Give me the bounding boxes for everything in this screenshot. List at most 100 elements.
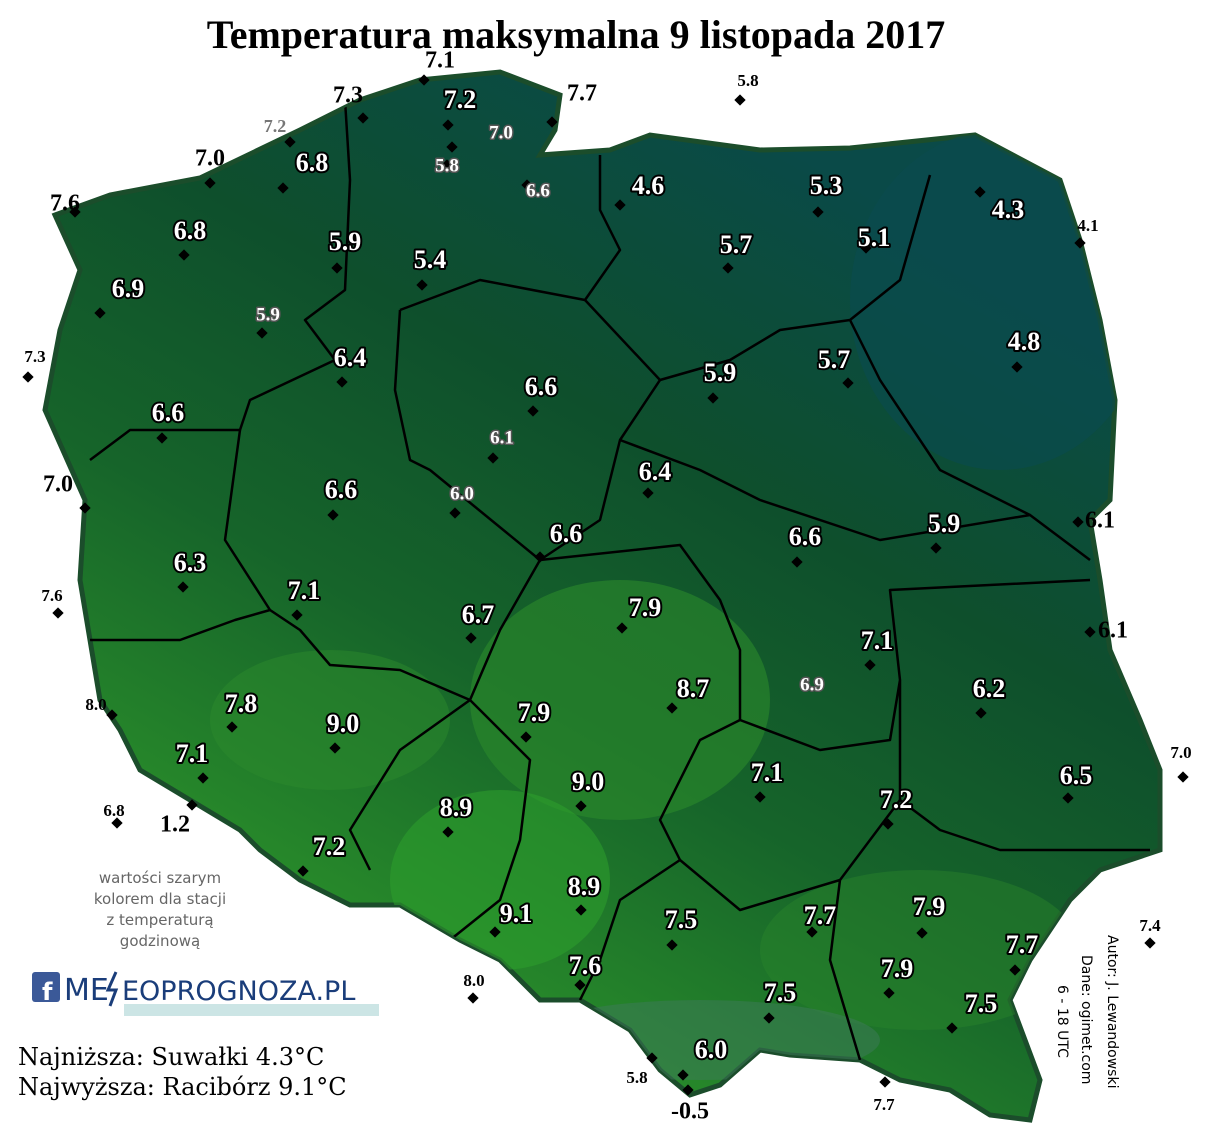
- credit: Autor: J. Lewandowski: [1104, 935, 1120, 1088]
- station-value: 7.9: [913, 892, 946, 921]
- station-marker: [534, 551, 546, 563]
- station-value: 7.8: [225, 689, 258, 718]
- credit: 6 - 18 UTC: [1054, 985, 1070, 1058]
- note-line: kolorem dla stacji: [94, 890, 226, 908]
- station-marker: [1011, 361, 1023, 373]
- station-marker: [1074, 237, 1086, 249]
- station-marker: [186, 799, 198, 811]
- station-marker: [842, 377, 854, 389]
- logo-text: EOPROGNOZA.PL: [122, 976, 355, 1007]
- station-marker: [754, 791, 766, 803]
- station-value: 6.5: [1060, 761, 1093, 790]
- note-line: godzinową: [120, 932, 200, 950]
- station-marker: [763, 1012, 775, 1024]
- station-value: 7.2: [880, 785, 913, 814]
- station-value: 8.0: [85, 695, 106, 714]
- station-marker: [864, 659, 876, 671]
- station-value: 5.9: [329, 227, 362, 256]
- station-value: 6.6: [325, 475, 358, 504]
- station-marker: [1144, 937, 1156, 949]
- station-marker: [646, 1052, 658, 1064]
- station-marker: [449, 507, 461, 519]
- station-value: 6.0: [450, 483, 474, 504]
- station-marker: [791, 556, 803, 568]
- station-value: 7.2: [313, 832, 346, 861]
- station-marker: [226, 721, 238, 733]
- station-marker: [1009, 964, 1021, 976]
- station-marker: [329, 742, 341, 754]
- station-marker: [614, 199, 626, 211]
- station-value: 4.6: [632, 171, 665, 200]
- station-value: 4.8: [1008, 327, 1041, 356]
- station-value: 7.1: [751, 758, 784, 787]
- station-value: -0.5: [671, 1099, 709, 1125]
- station-value: 7.4: [1139, 916, 1161, 935]
- station-value: 5.1: [858, 223, 891, 252]
- station-marker: [520, 731, 532, 743]
- station-value: 6.6: [526, 180, 550, 201]
- station-marker: [178, 249, 190, 261]
- station-marker: [297, 865, 309, 877]
- station-value: 7.6: [50, 191, 80, 217]
- station-marker: [616, 622, 628, 634]
- station-marker: [527, 405, 539, 417]
- station-marker: [197, 772, 209, 784]
- station-marker: [489, 926, 501, 938]
- station-marker: [734, 94, 746, 106]
- station-value: 7.9: [518, 698, 551, 727]
- summary-line: Najwyższa: Racibórz 9.1°C: [18, 1073, 347, 1101]
- credit: Dane: ogimet.com: [1078, 955, 1094, 1084]
- station-value: 7.7: [567, 81, 597, 107]
- station-marker: [722, 262, 734, 274]
- svg-text:f: f: [42, 978, 53, 1006]
- map-title: Temperatura maksymalna 9 listopada 2017: [207, 12, 946, 57]
- station-value: 6.3: [174, 548, 207, 577]
- station-value: 7.0: [489, 122, 513, 143]
- station-value: 7.0: [195, 146, 225, 172]
- station-marker: [975, 707, 987, 719]
- station-value: 5.3: [810, 171, 843, 200]
- station-value: 7.7: [804, 901, 837, 930]
- station-value: 5.8: [737, 71, 758, 90]
- stations: 7.1 7.3 7.2 7.7 5.8 7.2 7.0 5.8 6.8 7.0 6.6 4.6 5.3 4…: [22, 48, 1192, 1125]
- station-value: 7.0: [1170, 743, 1191, 762]
- station-value: 6.6: [152, 398, 185, 427]
- station-marker: [666, 702, 678, 714]
- station-value: 6.4: [334, 343, 367, 372]
- station-value: 6.6: [550, 519, 583, 548]
- station-value: 7.6: [569, 951, 602, 980]
- station-value: 4.1: [1077, 216, 1098, 235]
- station-value: 6.1: [1098, 618, 1128, 644]
- station-value: 6.4: [639, 457, 672, 486]
- station-value: 6.7: [462, 600, 495, 629]
- station-marker: [860, 242, 872, 254]
- station-value: 7.3: [24, 347, 45, 366]
- station-value: 6.8: [103, 801, 124, 820]
- station-marker: [442, 826, 454, 838]
- station-value: 7.3: [333, 83, 363, 109]
- station-marker: [204, 177, 216, 189]
- station-value: 7.7: [1006, 930, 1039, 959]
- station-value: 7.9: [629, 593, 662, 622]
- station-marker: [930, 542, 942, 554]
- station-marker: [882, 818, 894, 830]
- station-marker: [883, 987, 895, 999]
- station-value: 6.8: [174, 216, 207, 245]
- station-value: 5.7: [818, 345, 851, 374]
- station-marker: [22, 371, 34, 383]
- station-marker: [1062, 792, 1074, 804]
- station-value: 7.1: [861, 626, 894, 655]
- station-marker: [52, 607, 64, 619]
- station-marker: [291, 609, 303, 621]
- station-marker: [177, 581, 189, 593]
- station-value: 7.5: [665, 905, 698, 934]
- station-value: 6.9: [112, 274, 145, 303]
- station-marker: [446, 141, 458, 153]
- station-value: 5.9: [928, 509, 961, 538]
- station-marker: [707, 392, 719, 404]
- station-marker: [812, 206, 824, 218]
- station-marker: [416, 279, 428, 291]
- station-value: 9.0: [327, 709, 360, 738]
- station-value: 7.1: [176, 739, 209, 768]
